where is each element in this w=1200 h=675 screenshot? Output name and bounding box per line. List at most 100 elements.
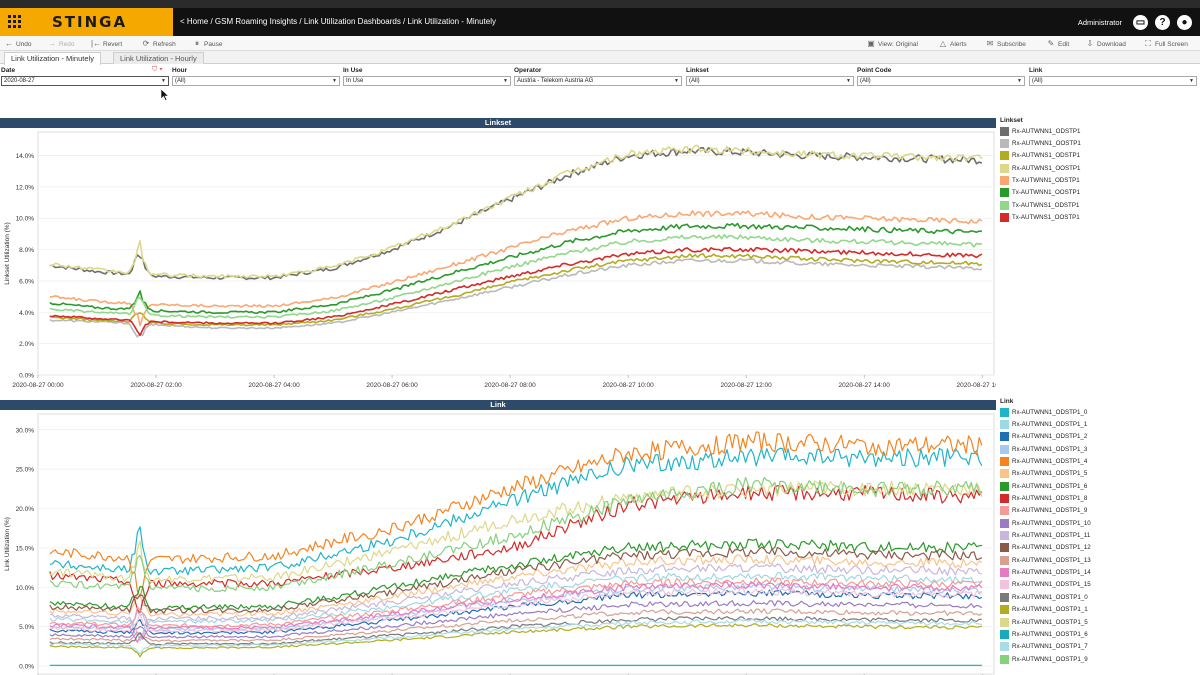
legend-item[interactable]: Rx-AUTWNN1_ODSTP1_8 — [1000, 492, 1196, 504]
legend-swatch — [1000, 543, 1009, 553]
undo-icon: ← — [5, 39, 13, 48]
download-button[interactable]: ⇩ Download — [1085, 36, 1126, 51]
message-icon[interactable]: ▭ — [1133, 14, 1148, 30]
legend-item[interactable]: Rx-AUTWNN1_ODSTP1_15 — [1000, 579, 1196, 591]
series-line[interactable] — [49, 144, 983, 279]
legend-label: Tx-AUTWNN1_ODSTP1 — [1012, 177, 1080, 185]
alerts-button[interactable]: △ Alerts — [938, 36, 967, 51]
series-line[interactable] — [49, 577, 983, 628]
pencil-icon: ✎ — [1047, 39, 1055, 48]
filter-date-select[interactable]: 2020-08-27 ▼ — [1, 76, 169, 86]
legend-item[interactable]: Rx-AUTWNN1_OOSTP1_6 — [1000, 628, 1196, 640]
legend-item[interactable]: Rx-AUTWNN1_OOSTP1_0 — [1000, 591, 1196, 603]
app-launcher-button[interactable] — [0, 8, 30, 36]
revert-button[interactable]: |← Revert — [91, 36, 122, 51]
legend-item[interactable]: Rx-AUTWNN1_ODSTP1 — [1000, 125, 1196, 137]
filter-icon[interactable]: ⛉ ▾ — [152, 66, 163, 73]
filter-linkset-select[interactable]: (All) ▼ — [686, 76, 854, 86]
series-line[interactable] — [49, 222, 982, 315]
series-line[interactable] — [49, 246, 983, 337]
edit-label: Edit — [1058, 41, 1070, 48]
series-line[interactable] — [49, 546, 983, 614]
filter-point-code: Point Code (All) ▼ — [857, 66, 1025, 86]
view-original-button[interactable]: ▣ View: Original — [866, 36, 918, 51]
legend-item[interactable]: Rx-AUTWNN1_OOSTP1_1 — [1000, 604, 1196, 616]
logo[interactable]: STINGA — [30, 8, 173, 36]
series-line[interactable] — [49, 253, 983, 327]
legend-item[interactable]: Tx-AUTWNS1_OOSTP1 — [1000, 211, 1196, 223]
subscribe-button[interactable]: ✉ Subscribe — [985, 36, 1026, 51]
undo-button[interactable]: ← Undo — [4, 36, 32, 51]
series-line[interactable] — [49, 571, 982, 642]
legend-swatch — [1000, 407, 1009, 417]
user-avatar-icon[interactable]: ● — [1177, 14, 1192, 30]
series-line[interactable] — [49, 538, 982, 611]
subscribe-label: Subscribe — [997, 41, 1026, 48]
breadcrumb-project[interactable]: GSM Roaming Insights — [214, 17, 298, 26]
series-line[interactable] — [49, 581, 983, 643]
refresh-icon: ⟳ — [142, 39, 150, 48]
tab-link-utilization-minutely[interactable]: Link Utilization - Minutely — [4, 52, 101, 65]
series-line[interactable] — [49, 431, 983, 598]
series-line[interactable] — [49, 623, 983, 658]
tab-link-utilization-hourly[interactable]: Link Utilization - Hourly — [113, 52, 204, 64]
full-screen-button[interactable]: ⛶ Full Screen — [1143, 36, 1188, 51]
legend-item[interactable]: Rx-AUTWNN1_OOSTP1 — [1000, 137, 1196, 149]
series-line[interactable] — [49, 618, 983, 655]
series-line[interactable] — [49, 234, 983, 319]
series-line[interactable] — [49, 563, 983, 636]
legend-item[interactable]: Rx-AUTWNN1_ODSTP1_14 — [1000, 566, 1196, 578]
legend-item[interactable]: Rx-AUTWNN1_ODSTP1_9 — [1000, 505, 1196, 517]
series-line[interactable] — [49, 476, 983, 593]
user-name[interactable]: Administrator — [1077, 17, 1122, 27]
series-line[interactable] — [49, 480, 983, 584]
legend-item[interactable]: Rx-AUTWNN1_ODSTP1_12 — [1000, 542, 1196, 554]
pause-button[interactable]: ⏸ Pause — [192, 36, 222, 51]
series-line[interactable] — [49, 257, 982, 338]
legend-item[interactable]: Rx-AUTWNN1_OOSTP1_9 — [1000, 653, 1196, 665]
legend-item[interactable]: Rx-AUTWNN1_ODSTP1_10 — [1000, 517, 1196, 529]
legend-item[interactable]: Rx-AUTWNN1_ODSTP1_6 — [1000, 480, 1196, 492]
redo-icon: → — [48, 39, 56, 48]
series-line[interactable] — [49, 616, 982, 646]
series-line[interactable] — [49, 484, 983, 614]
breadcrumb-home[interactable]: < Home — [180, 17, 209, 26]
legend-label: Rx-AUTWNN1_ODSTP1_6 — [1012, 482, 1088, 490]
help-icon[interactable]: ? — [1155, 14, 1170, 30]
legend-item[interactable]: Rx-AUTWNS1_ODSTP1 — [1000, 150, 1196, 162]
filter-hour-select[interactable]: (All) ▼ — [172, 76, 340, 86]
linkset-legend: Linkset Rx-AUTWNN1_ODSTP1 Rx-AUTWNN1_OOST… — [1000, 117, 1196, 224]
series-line[interactable] — [49, 600, 983, 639]
legend-item[interactable]: Rx-AUTWNN1_ODSTP1_13 — [1000, 554, 1196, 566]
y-tick-label: 6.0% — [19, 278, 34, 285]
y-tick-label: 25.0% — [16, 467, 35, 474]
legend-item[interactable]: Rx-AUTWNN1_ODSTP1_0 — [1000, 406, 1196, 418]
filter-link-select[interactable]: (All) ▼ — [1029, 76, 1197, 86]
legend-item[interactable]: Tx-AUTWNN1_ODSTP1 — [1000, 174, 1196, 186]
legend-item[interactable]: Tx-AUTWNN1_OOSTP1 — [1000, 187, 1196, 199]
legend-item[interactable]: Rx-AUTWNN1_ODSTP1_5 — [1000, 468, 1196, 480]
series-line[interactable] — [49, 587, 983, 633]
legend-item[interactable]: Rx-AUTWNN1_ODSTP1_3 — [1000, 443, 1196, 455]
redo-button[interactable]: → Redo — [47, 36, 75, 51]
legend-item[interactable]: Rx-AUTWNN1_OOSTP1_7 — [1000, 641, 1196, 653]
legend-item[interactable]: Rx-AUTWNN1_ODSTP1_1 — [1000, 418, 1196, 430]
series-line[interactable] — [49, 608, 983, 643]
filter-point-code-select[interactable]: (All) ▼ — [857, 76, 1025, 86]
filter-operator-select[interactable]: Austria - Telekom Austria AG ▼ — [514, 76, 682, 86]
legend-item[interactable]: Rx-AUTWNS1_OOSTP1 — [1000, 162, 1196, 174]
refresh-button[interactable]: ⟳ Refresh — [141, 36, 176, 51]
series-line[interactable] — [49, 447, 983, 576]
legend-item[interactable]: Tx-AUTWNS1_ODSTP1 — [1000, 199, 1196, 211]
legend-item[interactable]: Rx-AUTWNN1_ODSTP1_4 — [1000, 455, 1196, 467]
series-line[interactable] — [49, 554, 983, 618]
series-line[interactable] — [49, 210, 983, 327]
edit-button[interactable]: ✎ Edit — [1046, 36, 1070, 51]
filter-in-use-select[interactable]: In Use ▼ — [343, 76, 511, 86]
legend-item[interactable]: Rx-AUTWNN1_OOSTP1_5 — [1000, 616, 1196, 628]
legend-swatch — [1000, 654, 1009, 664]
legend-item[interactable]: Rx-AUTWNN1_ODSTP1_11 — [1000, 529, 1196, 541]
breadcrumb-workbook[interactable]: Link Utilization Dashboards — [303, 17, 401, 26]
legend-label: Rx-AUTWNN1_ODSTP1_11 — [1012, 532, 1091, 540]
legend-item[interactable]: Rx-AUTWNN1_ODSTP1_2 — [1000, 431, 1196, 443]
